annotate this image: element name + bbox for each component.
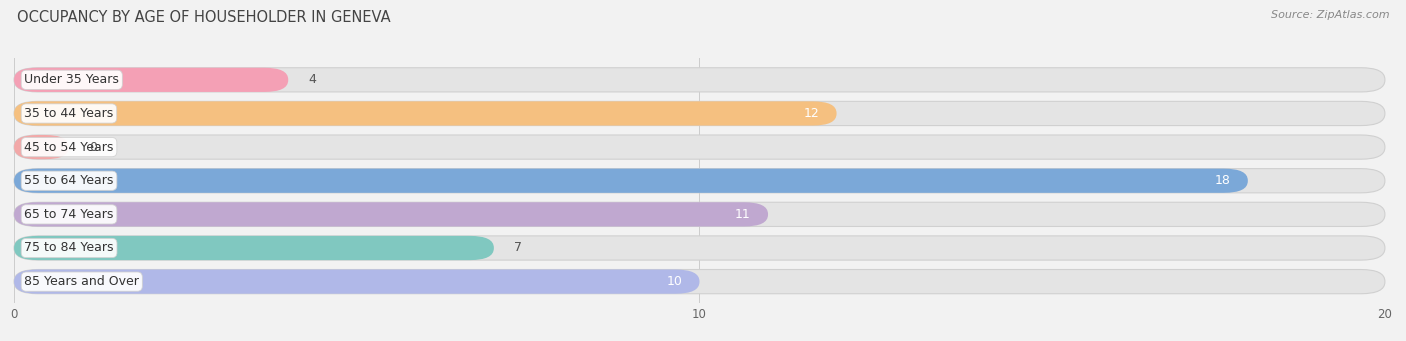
Text: OCCUPANCY BY AGE OF HOUSEHOLDER IN GENEVA: OCCUPANCY BY AGE OF HOUSEHOLDER IN GENEV… — [17, 10, 391, 25]
Bar — [14, 164, 1385, 197]
Bar — [14, 130, 1385, 164]
FancyBboxPatch shape — [14, 101, 1385, 125]
FancyBboxPatch shape — [14, 101, 837, 125]
Text: 11: 11 — [735, 208, 751, 221]
Text: 35 to 44 Years: 35 to 44 Years — [24, 107, 114, 120]
FancyBboxPatch shape — [14, 236, 1385, 260]
Text: 10: 10 — [666, 275, 682, 288]
FancyBboxPatch shape — [14, 68, 1385, 92]
FancyBboxPatch shape — [14, 269, 700, 294]
Text: 45 to 54 Years: 45 to 54 Years — [24, 140, 114, 153]
FancyBboxPatch shape — [14, 202, 768, 226]
Text: 4: 4 — [309, 73, 316, 86]
FancyBboxPatch shape — [14, 202, 1385, 226]
FancyBboxPatch shape — [14, 168, 1249, 193]
Bar — [14, 231, 1385, 265]
Text: 0: 0 — [90, 140, 97, 153]
FancyBboxPatch shape — [14, 269, 1385, 294]
FancyBboxPatch shape — [14, 135, 69, 159]
FancyBboxPatch shape — [14, 168, 1385, 193]
Text: 55 to 64 Years: 55 to 64 Years — [24, 174, 114, 187]
Text: 12: 12 — [804, 107, 820, 120]
FancyBboxPatch shape — [14, 135, 1385, 159]
Bar — [14, 197, 1385, 231]
Bar — [14, 63, 1385, 97]
FancyBboxPatch shape — [14, 68, 288, 92]
Text: 7: 7 — [515, 241, 523, 254]
Bar — [14, 265, 1385, 298]
Text: Source: ZipAtlas.com: Source: ZipAtlas.com — [1271, 10, 1389, 20]
Bar — [14, 97, 1385, 130]
Text: 18: 18 — [1215, 174, 1230, 187]
Text: Under 35 Years: Under 35 Years — [24, 73, 120, 86]
FancyBboxPatch shape — [14, 236, 494, 260]
Text: 85 Years and Over: 85 Years and Over — [24, 275, 139, 288]
Text: 75 to 84 Years: 75 to 84 Years — [24, 241, 114, 254]
Text: 65 to 74 Years: 65 to 74 Years — [24, 208, 114, 221]
